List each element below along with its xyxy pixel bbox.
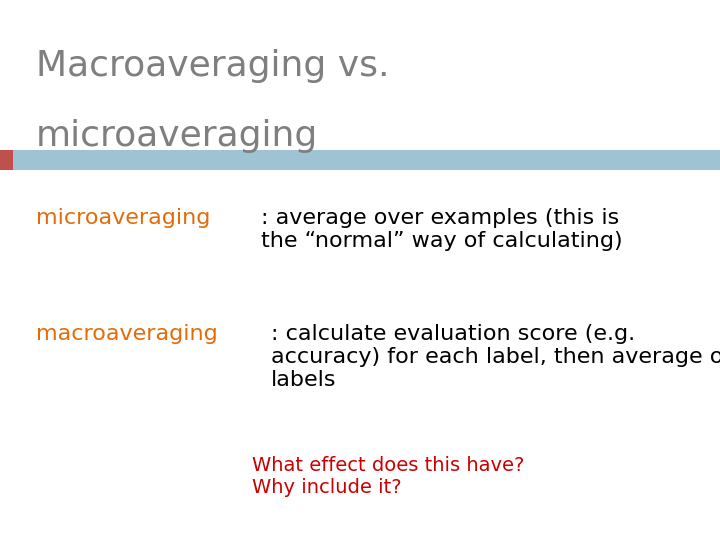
Text: : calculate evaluation score (e.g.
accuracy) for each label, then average over
l: : calculate evaluation score (e.g. accur… [271,324,720,390]
Text: What effect does this have?
Why include it?: What effect does this have? Why include … [252,456,524,497]
Bar [0,150,720,170]
Text: : average over examples (this is
the “normal” way of calculating): : average over examples (this is the “no… [261,208,623,251]
Text: macroaveraging: macroaveraging [36,324,217,344]
Bar [0,150,13,170]
Text: Macroaveraging vs.: Macroaveraging vs. [36,49,390,83]
Text: microaveraging: microaveraging [36,119,318,153]
Text: microaveraging: microaveraging [36,208,210,228]
